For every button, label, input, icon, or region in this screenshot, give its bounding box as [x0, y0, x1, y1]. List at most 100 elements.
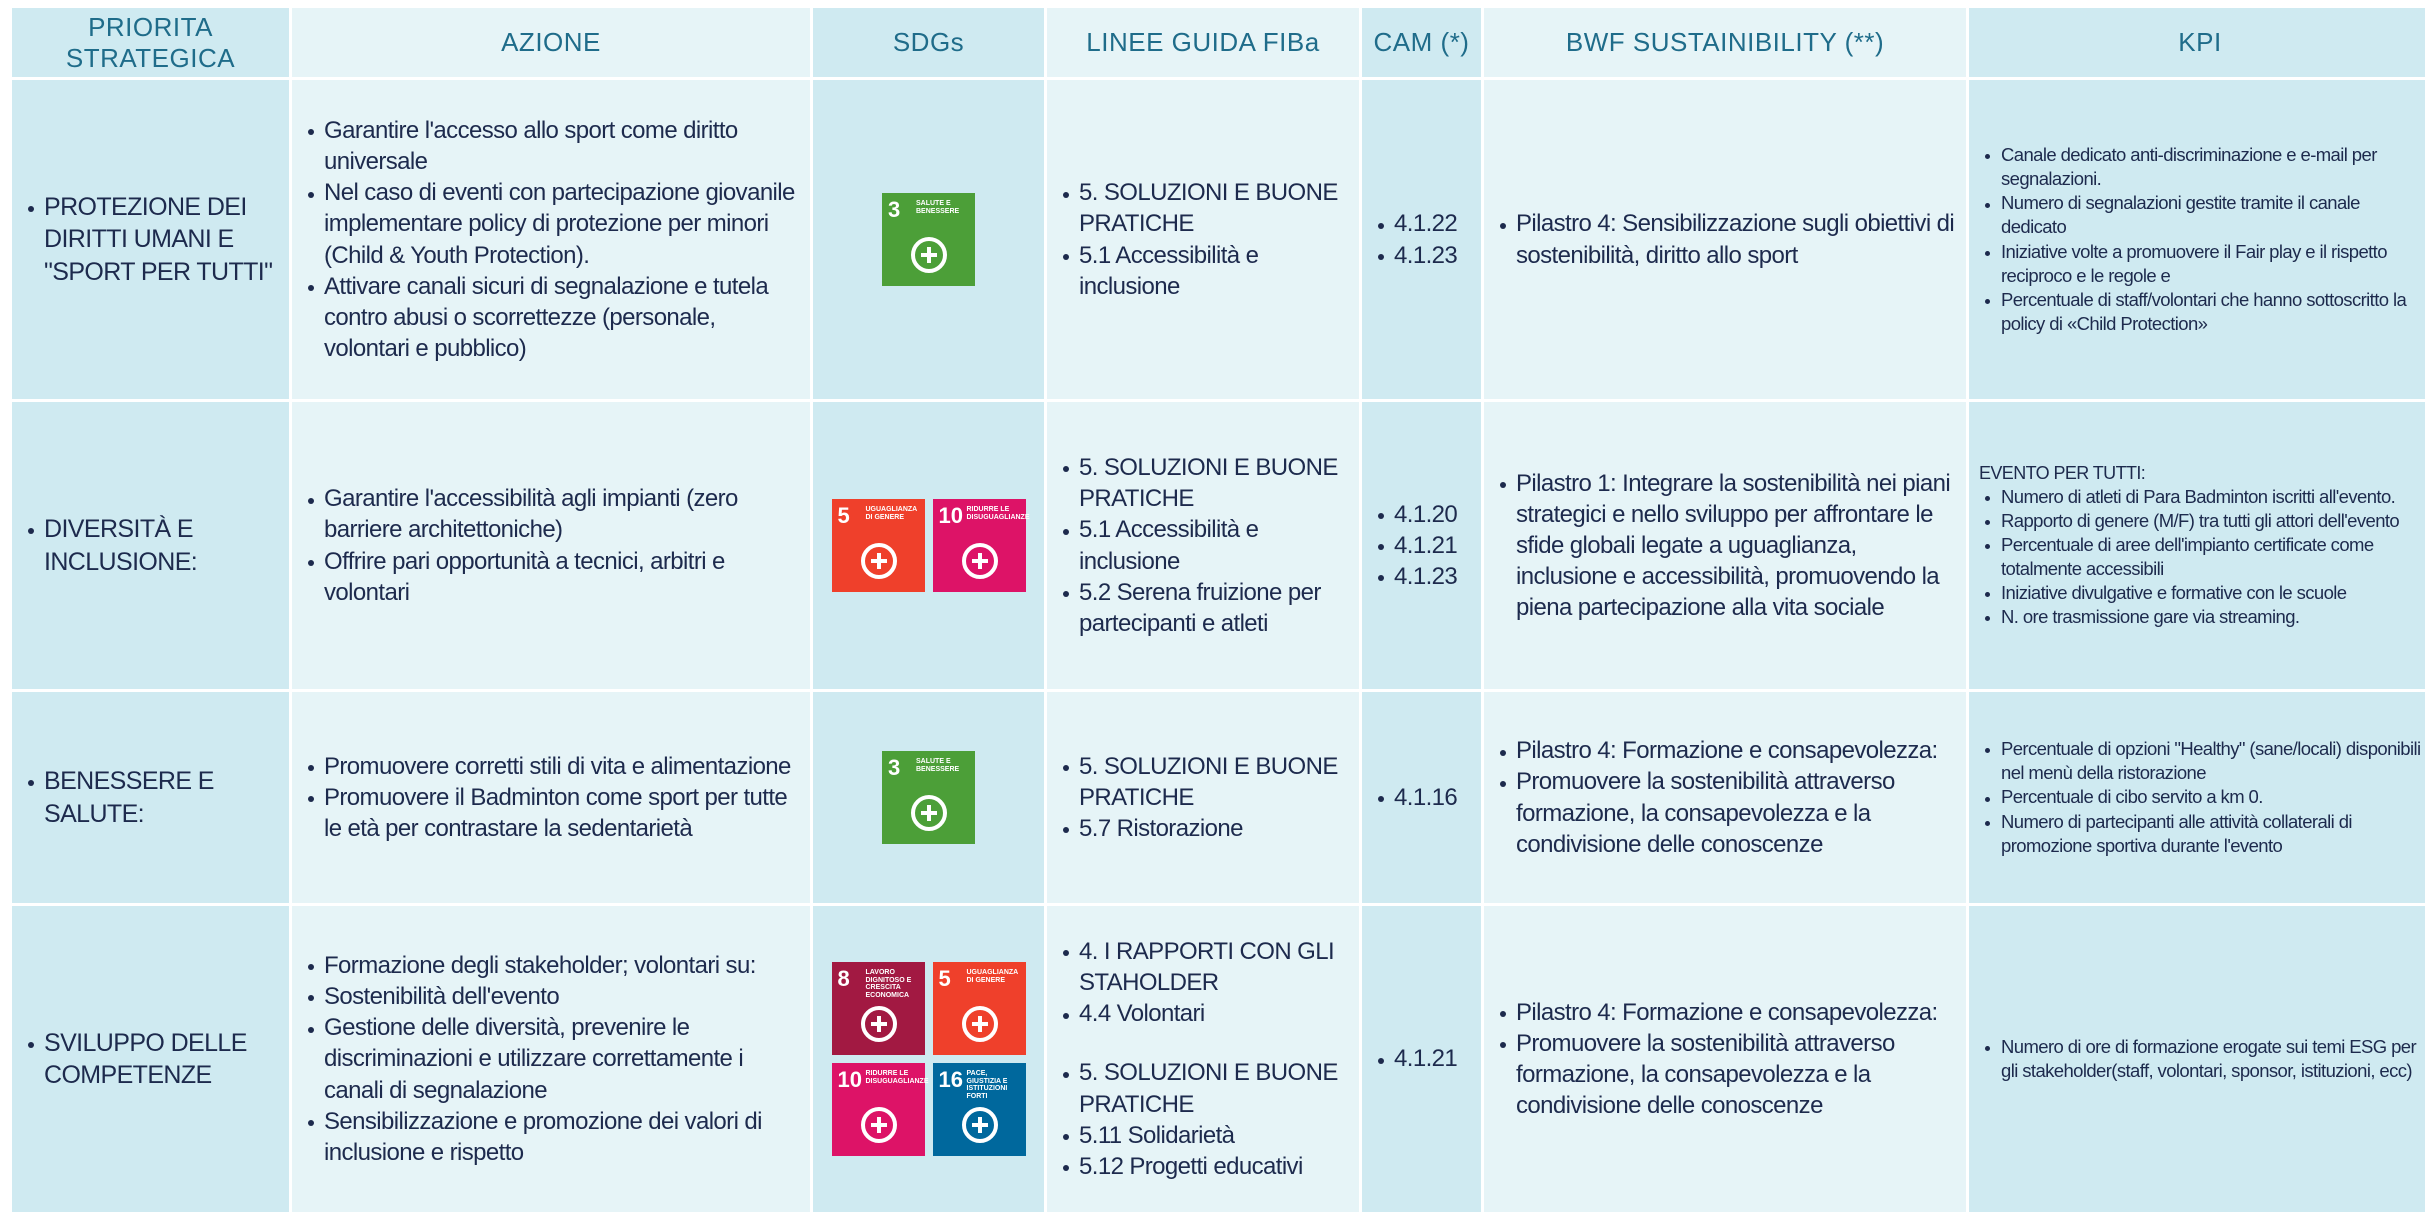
table: PRIORITA STRATEGICA AZIONE SDGs LINEE GUIDA… — [12, 8, 2425, 1212]
cam-list: 4.1.16 — [1372, 782, 1471, 813]
priority-list: BENESSERE E SALUTE: — [22, 765, 279, 830]
header-text: SDGs — [892, 27, 965, 57]
sdg-title: LAVORO DIGNITOSO E CRESCITA ECONOMICA — [865, 969, 912, 1000]
bwf-list: Pilastro 4: Formazione e consapevolezza:… — [1494, 735, 1956, 860]
header-text: PRIORITA STRATEGICA — [65, 11, 236, 73]
action: Promuovere il Badminton come sport per t… — [308, 782, 800, 844]
action-cell: Formazione degli stakeholder; volontari … — [292, 906, 810, 1212]
sdg-number: 5 — [938, 966, 951, 991]
sdg-icons: 3 SALUTE E BENESSERE — [882, 751, 975, 844]
sdg-cell: 8 LAVORO DIGNITOSO E CRESCITA ECONOMICA 5 U… — [813, 906, 1044, 1212]
cam-list: 4.1.21 — [1372, 1043, 1471, 1074]
priority-list: DIVERSITÀ E INCLUSIONE: — [22, 513, 279, 578]
action: Sostenibilità dell'evento — [308, 981, 800, 1012]
sdg-title: RIDURRE LE DISUGUAGLIANZE — [966, 506, 1030, 521]
kpi: Iniziative volte a promuovere il Fair pl… — [1985, 240, 2421, 288]
bwf: Pilastro 4: Formazione e consapevolezza: — [1500, 735, 1956, 766]
bwf: Promuovere la sostenibilità attraverso f… — [1500, 1028, 1956, 1122]
bwf-cell: Pilastro 4: Sensibilizzazione sugli obie… — [1484, 80, 1966, 399]
kpi: Numero di segnalazioni gestite tramite i… — [1985, 191, 2421, 239]
sdg-number: 10 — [837, 1067, 862, 1092]
action-list: Garantire l'accessibilità agli impianti … — [302, 483, 800, 608]
action: Nel caso di eventi con partecipazione gi… — [308, 177, 800, 271]
sdg-icon: 5 UGUAGLIANZA DI GENERE — [932, 962, 1026, 1055]
kpi: N. ore trasmissione gare via streaming. — [1985, 605, 2421, 629]
cam: 4.1.21 — [1378, 530, 1471, 561]
action-list: Formazione degli stakeholder; volontari … — [302, 950, 800, 1168]
sdg-number: 3 — [888, 197, 901, 222]
sdg-number: 3 — [888, 755, 901, 780]
bwf: Pilastro 1: Integrare la sostenibilità n… — [1500, 468, 1956, 624]
kpi: Numero di partecipanti alle attività col… — [1985, 810, 2421, 858]
bwf-list: Pilastro 1: Integrare la sostenibilità n… — [1494, 468, 1956, 624]
sdg-glyph — [961, 543, 998, 579]
header-text: BWF SUSTAINIBILITY (**) — [1565, 27, 1885, 57]
kpi-cell: Numero di ore di formazione erogate sui … — [1969, 906, 2425, 1212]
guideline: 5.2 Serena fruizione per partecipanti e … — [1063, 577, 1349, 639]
kpi-cell: Percentuale di opzioni "Healthy" (sane/l… — [1969, 692, 2425, 903]
action-cell: Garantire l'accesso allo sport come diri… — [292, 80, 810, 399]
guideline: 5. SOLUZIONI E BUONE PRATICHE — [1063, 177, 1349, 239]
sdg-icon: 5 UGUAGLIANZA DI GENERE — [831, 499, 925, 592]
sdg-icon: 16 PACE, GIUSTIZIA E ISTITUZIONI FORTI — [932, 1063, 1026, 1156]
sdg-title: UGUAGLIANZA DI GENERE — [966, 969, 1018, 984]
header-cell: PRIORITA STRATEGICA — [12, 8, 289, 77]
sdg-number: 10 — [938, 503, 963, 528]
sdg-title: SALUTE E BENESSERE — [916, 758, 960, 773]
action-list: Garantire l'accesso allo sport come diri… — [302, 115, 800, 365]
priority-cell: PROTEZIONE DEI DIRITTI UMANI E "SPORT PE… — [12, 80, 289, 399]
header-cell: KPI — [1969, 8, 2425, 77]
sdg-number: 8 — [837, 966, 850, 991]
guideline: 5.1 Accessibilità e inclusione — [1063, 240, 1349, 302]
sdg-title: UGUAGLIANZA DI GENERE — [865, 506, 917, 521]
guideline-list: 5. SOLUZIONI E BUONE PRATICHE 5.11 Solida… — [1057, 1057, 1349, 1182]
header-cell: AZIONE — [292, 8, 810, 77]
priority-cell: DIVERSITÀ E INCLUSIONE: — [12, 402, 289, 689]
guideline: 4.4 Volontari — [1063, 998, 1349, 1029]
kpi: Percentuale di aree dell'impianto certif… — [1985, 533, 2421, 581]
sdg-title: SALUTE E BENESSERE — [916, 200, 960, 215]
header-cell: SDGs — [813, 8, 1044, 77]
sdg-icon: 8 LAVORO DIGNITOSO E CRESCITA ECONOMICA — [831, 962, 925, 1055]
action: Sensibilizzazione e promozione dei valor… — [308, 1106, 800, 1168]
action-cell: Promuovere corretti stili di vita e alim… — [292, 692, 810, 903]
kpi-list: Percentuale di opzioni "Healthy" (sane/l… — [1979, 737, 2421, 857]
guideline: 4. I RAPPORTI CON GLI STAHOLDER — [1063, 936, 1349, 998]
sdg-icon: 10 RIDURRE LE DISUGUAGLIANZE — [831, 1063, 929, 1156]
kpi: Canale dedicato anti-discriminazione e e… — [1985, 143, 2421, 191]
sdg-icons: 5 UGUAGLIANZA DI GENERE 10 RIDURRE LE DISUG… — [831, 499, 1030, 592]
action: Garantire l'accesso allo sport come diri… — [308, 115, 800, 177]
action: Garantire l'accessibilità agli impianti … — [308, 483, 800, 545]
header-cell: LINEE GUIDA FIBa — [1047, 8, 1359, 77]
kpi-cell: EVENTO PER TUTTI: Numero di atleti di Par… — [1969, 402, 2425, 689]
guideline-list: 5. SOLUZIONI E BUONE PRATICHE 5.1 Accessi… — [1057, 177, 1349, 302]
action: Offrire pari opportunità a tecnici, arbi… — [308, 546, 800, 608]
sdg-number: 16 — [938, 1067, 963, 1092]
sdg-cell: 3 SALUTE E BENESSERE — [813, 80, 1044, 399]
sdg-icons: 3 SALUTE E BENESSERE — [882, 193, 975, 286]
cam-list: 4.1.22 4.1.23 — [1372, 208, 1471, 270]
sdg-glyph — [860, 1006, 897, 1042]
guideline-list: 5. SOLUZIONI E BUONE PRATICHE 5.7 Ristora… — [1057, 751, 1349, 845]
guideline-cell: 5. SOLUZIONI E BUONE PRATICHE 5.7 Ristora… — [1047, 692, 1359, 903]
sdg-cell: 5 UGUAGLIANZA DI GENERE 10 RIDURRE LE DISUG… — [813, 402, 1044, 689]
header-text: LINEE GUIDA FIBa — [1086, 27, 1320, 57]
cam: 4.1.22 — [1378, 208, 1471, 239]
priority: SVILUPPO DELLE COMPETENZE — [28, 1027, 279, 1092]
guideline-cell: 5. SOLUZIONI E BUONE PRATICHE 5.1 Accessi… — [1047, 402, 1359, 689]
guideline-list: 5. SOLUZIONI E BUONE PRATICHE 5.1 Accessi… — [1057, 452, 1349, 639]
cam: 4.1.20 — [1378, 499, 1471, 530]
kpi-list: Canale dedicato anti-discriminazione e e… — [1979, 143, 2421, 335]
guideline: 5.12 Progetti educativi — [1063, 1151, 1349, 1182]
kpi-list: Numero di ore di formazione erogate sui … — [1979, 1035, 2421, 1083]
header-cell: BWF SUSTAINIBILITY (**) — [1484, 8, 1966, 77]
bwf: Promuovere la sostenibilità attraverso f… — [1500, 766, 1956, 860]
cam-list: 4.1.20 4.1.21 4.1.23 — [1372, 499, 1471, 593]
action: Promuovere corretti stili di vita e alim… — [308, 751, 800, 782]
sdg-icon: 3 SALUTE E BENESSERE — [882, 193, 975, 286]
sdg-glyph — [860, 543, 897, 579]
priority-list: SVILUPPO DELLE COMPETENZE — [22, 1027, 279, 1092]
cam: 4.1.23 — [1378, 240, 1471, 271]
header-text: AZIONE — [501, 27, 601, 57]
